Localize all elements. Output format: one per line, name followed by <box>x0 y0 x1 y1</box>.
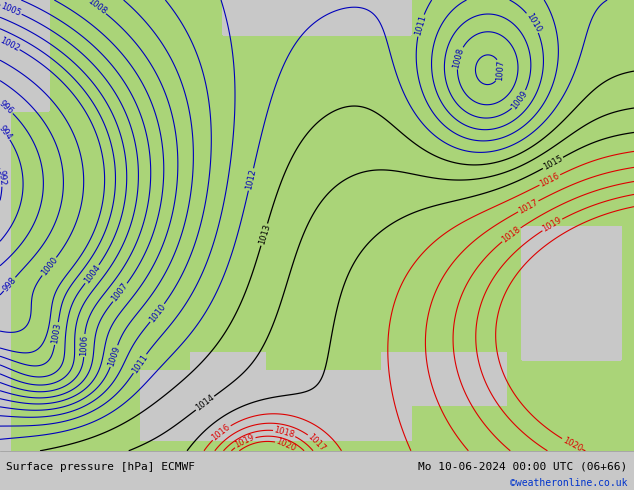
Text: 1017: 1017 <box>306 432 327 453</box>
Text: 1000: 1000 <box>39 255 60 277</box>
Text: 1014: 1014 <box>194 393 216 413</box>
Text: 1009: 1009 <box>107 345 122 368</box>
Text: 1011: 1011 <box>130 352 150 375</box>
Text: 1016: 1016 <box>538 171 561 189</box>
Text: 1011: 1011 <box>413 14 428 37</box>
Text: 1007: 1007 <box>495 60 505 81</box>
Text: 1012: 1012 <box>244 168 257 191</box>
Text: 1016: 1016 <box>210 422 232 442</box>
Text: 992: 992 <box>0 170 7 186</box>
Text: 1018: 1018 <box>273 425 296 440</box>
Text: 1008: 1008 <box>452 47 466 69</box>
Text: 1004: 1004 <box>82 263 102 285</box>
Text: 1010: 1010 <box>524 11 543 34</box>
Text: 998: 998 <box>1 275 18 293</box>
Text: 1017: 1017 <box>517 197 540 215</box>
Text: 1009: 1009 <box>510 89 529 111</box>
Text: 1020: 1020 <box>560 435 583 453</box>
Text: 1003: 1003 <box>51 322 63 344</box>
Text: 1013: 1013 <box>257 223 271 246</box>
Text: Mo 10-06-2024 00:00 UTC (06+66): Mo 10-06-2024 00:00 UTC (06+66) <box>418 462 628 472</box>
Text: 1006: 1006 <box>79 335 89 356</box>
Text: 1008: 1008 <box>86 0 108 17</box>
Text: 994: 994 <box>0 123 13 142</box>
Text: 1019: 1019 <box>541 216 564 234</box>
Text: 1015: 1015 <box>541 154 564 172</box>
Text: ©weatheronline.co.uk: ©weatheronline.co.uk <box>510 478 628 488</box>
Text: 1010: 1010 <box>147 302 167 324</box>
Text: 1019: 1019 <box>233 433 256 450</box>
Text: 1018: 1018 <box>500 224 522 245</box>
Text: 1020: 1020 <box>275 437 297 454</box>
Text: 1005: 1005 <box>0 1 23 18</box>
Text: 1007: 1007 <box>110 281 130 304</box>
Text: Surface pressure [hPa] ECMWF: Surface pressure [hPa] ECMWF <box>6 462 195 472</box>
Text: 996: 996 <box>0 98 15 116</box>
Text: 1002: 1002 <box>0 35 21 53</box>
